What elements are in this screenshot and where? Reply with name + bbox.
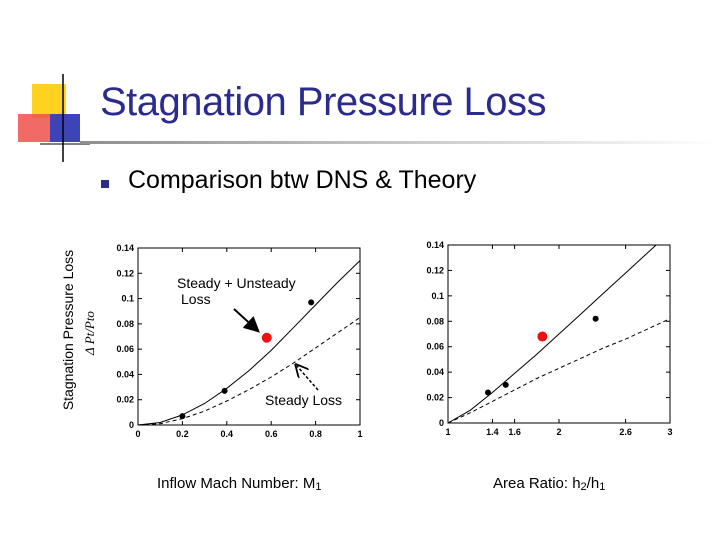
annotation-total-loss-line2: Loss xyxy=(181,291,211,307)
area-x-tick-label: 1 xyxy=(445,427,450,437)
mach-dns-point xyxy=(221,387,228,394)
area-x-caption-b: /h xyxy=(586,475,600,492)
area-ratio-loss-chart: 0 0.02 0.04 0.06 0.08 0.1 0.12 0.14 1 1.4 1.6 2 2.6… xyxy=(426,240,672,437)
area-x-tick-label: 2.6 xyxy=(619,427,632,437)
logo-red-square xyxy=(18,114,54,142)
mach-loss-chart: 0 0.02 0.04 0.06 0.08 0.1 0.12 0.14 0 0.2 0.4 0.6 0… xyxy=(116,243,362,439)
area-y-tick-label: 0 xyxy=(439,418,444,428)
mach-x-caption-text: Inflow Mach Number: M xyxy=(157,475,316,492)
annotation-total-loss: Steady + Unsteady Loss xyxy=(177,275,296,307)
mach-x-caption: Inflow Mach Number: M1 xyxy=(157,475,322,493)
bullet-text: Comparison btw DNS & Theory xyxy=(128,166,477,194)
mach-y-tick-label: 0 xyxy=(129,420,134,430)
area-dns-highlight-point xyxy=(537,331,548,342)
page-title: Stagnation Pressure Loss xyxy=(100,80,547,124)
area-y-tick-label: 0.08 xyxy=(426,316,444,326)
annotation-steady-loss: Steady Loss xyxy=(265,392,343,408)
area-y-tick-label: 0.02 xyxy=(426,393,444,403)
area-y-tick-label: 0.14 xyxy=(426,240,444,250)
title-underline xyxy=(80,141,720,144)
annotation-total-loss-line1: Steady + Unsteady xyxy=(177,275,296,291)
mach-y-tick-label: 0.02 xyxy=(116,395,134,405)
mach-y-tick-label: 0.12 xyxy=(116,268,134,278)
area-total-loss-curve xyxy=(447,244,657,424)
mach-steady-loss-curve xyxy=(137,317,361,426)
logo-blue-square xyxy=(50,114,80,142)
mach-y-tick-label: 0.14 xyxy=(116,243,134,253)
mach-x-tick-label: 0.8 xyxy=(309,429,322,439)
mach-x-tick-label: 0.4 xyxy=(221,429,234,439)
mach-y-tick-label: 0.1 xyxy=(121,294,134,304)
area-y-tick-label: 0.1 xyxy=(431,291,444,301)
slide-logo xyxy=(18,74,90,162)
total-loss-arrow xyxy=(233,308,260,333)
mach-plot-frame xyxy=(137,247,361,426)
mach-x-tick-label: 0 xyxy=(135,429,140,439)
mach-dns-point xyxy=(308,299,315,306)
mach-x-tick-label: 1 xyxy=(357,429,362,439)
area-x-tick-label: 1.4 xyxy=(486,427,499,437)
area-x-caption: Area Ratio: h2/h1 xyxy=(493,475,605,493)
area-x-tick-label: 2 xyxy=(556,427,561,437)
mach-dns-highlight-point xyxy=(261,332,272,343)
area-y-tick-label: 0.04 xyxy=(426,367,444,377)
mach-total-loss-curve xyxy=(137,260,361,426)
area-x-caption-a: Area Ratio: h xyxy=(493,475,581,492)
area-dns-point xyxy=(592,315,599,322)
area-x-caption-sub2: 1 xyxy=(599,481,606,493)
steady-loss-arrow xyxy=(297,366,319,391)
area-x-tick-label: 1.6 xyxy=(508,427,521,437)
area-steady-loss-curve xyxy=(447,318,671,424)
mach-x-tick-label: 0.6 xyxy=(265,429,278,439)
mach-y-tick-label: 0.04 xyxy=(116,369,134,379)
mach-x-caption-sub: 1 xyxy=(315,481,322,493)
area-dns-point xyxy=(484,389,491,396)
mach-y-tick-label: 0.08 xyxy=(116,319,134,329)
area-y-tick-label: 0.06 xyxy=(426,342,444,352)
bullet-icon xyxy=(101,180,109,188)
area-x-caption-sub1: 2 xyxy=(580,481,587,493)
mach-y-tick-label: 0.06 xyxy=(116,344,134,354)
mach-plot-frame xyxy=(137,247,361,426)
mach-x-tick-label: 0.2 xyxy=(176,429,189,439)
area-x-tick-label: 3 xyxy=(667,427,672,437)
area-y-tick-label: 0.12 xyxy=(426,265,444,275)
area-dns-point xyxy=(502,381,509,388)
mach-dns-point xyxy=(179,413,186,420)
logo-yellow-square xyxy=(32,84,66,118)
